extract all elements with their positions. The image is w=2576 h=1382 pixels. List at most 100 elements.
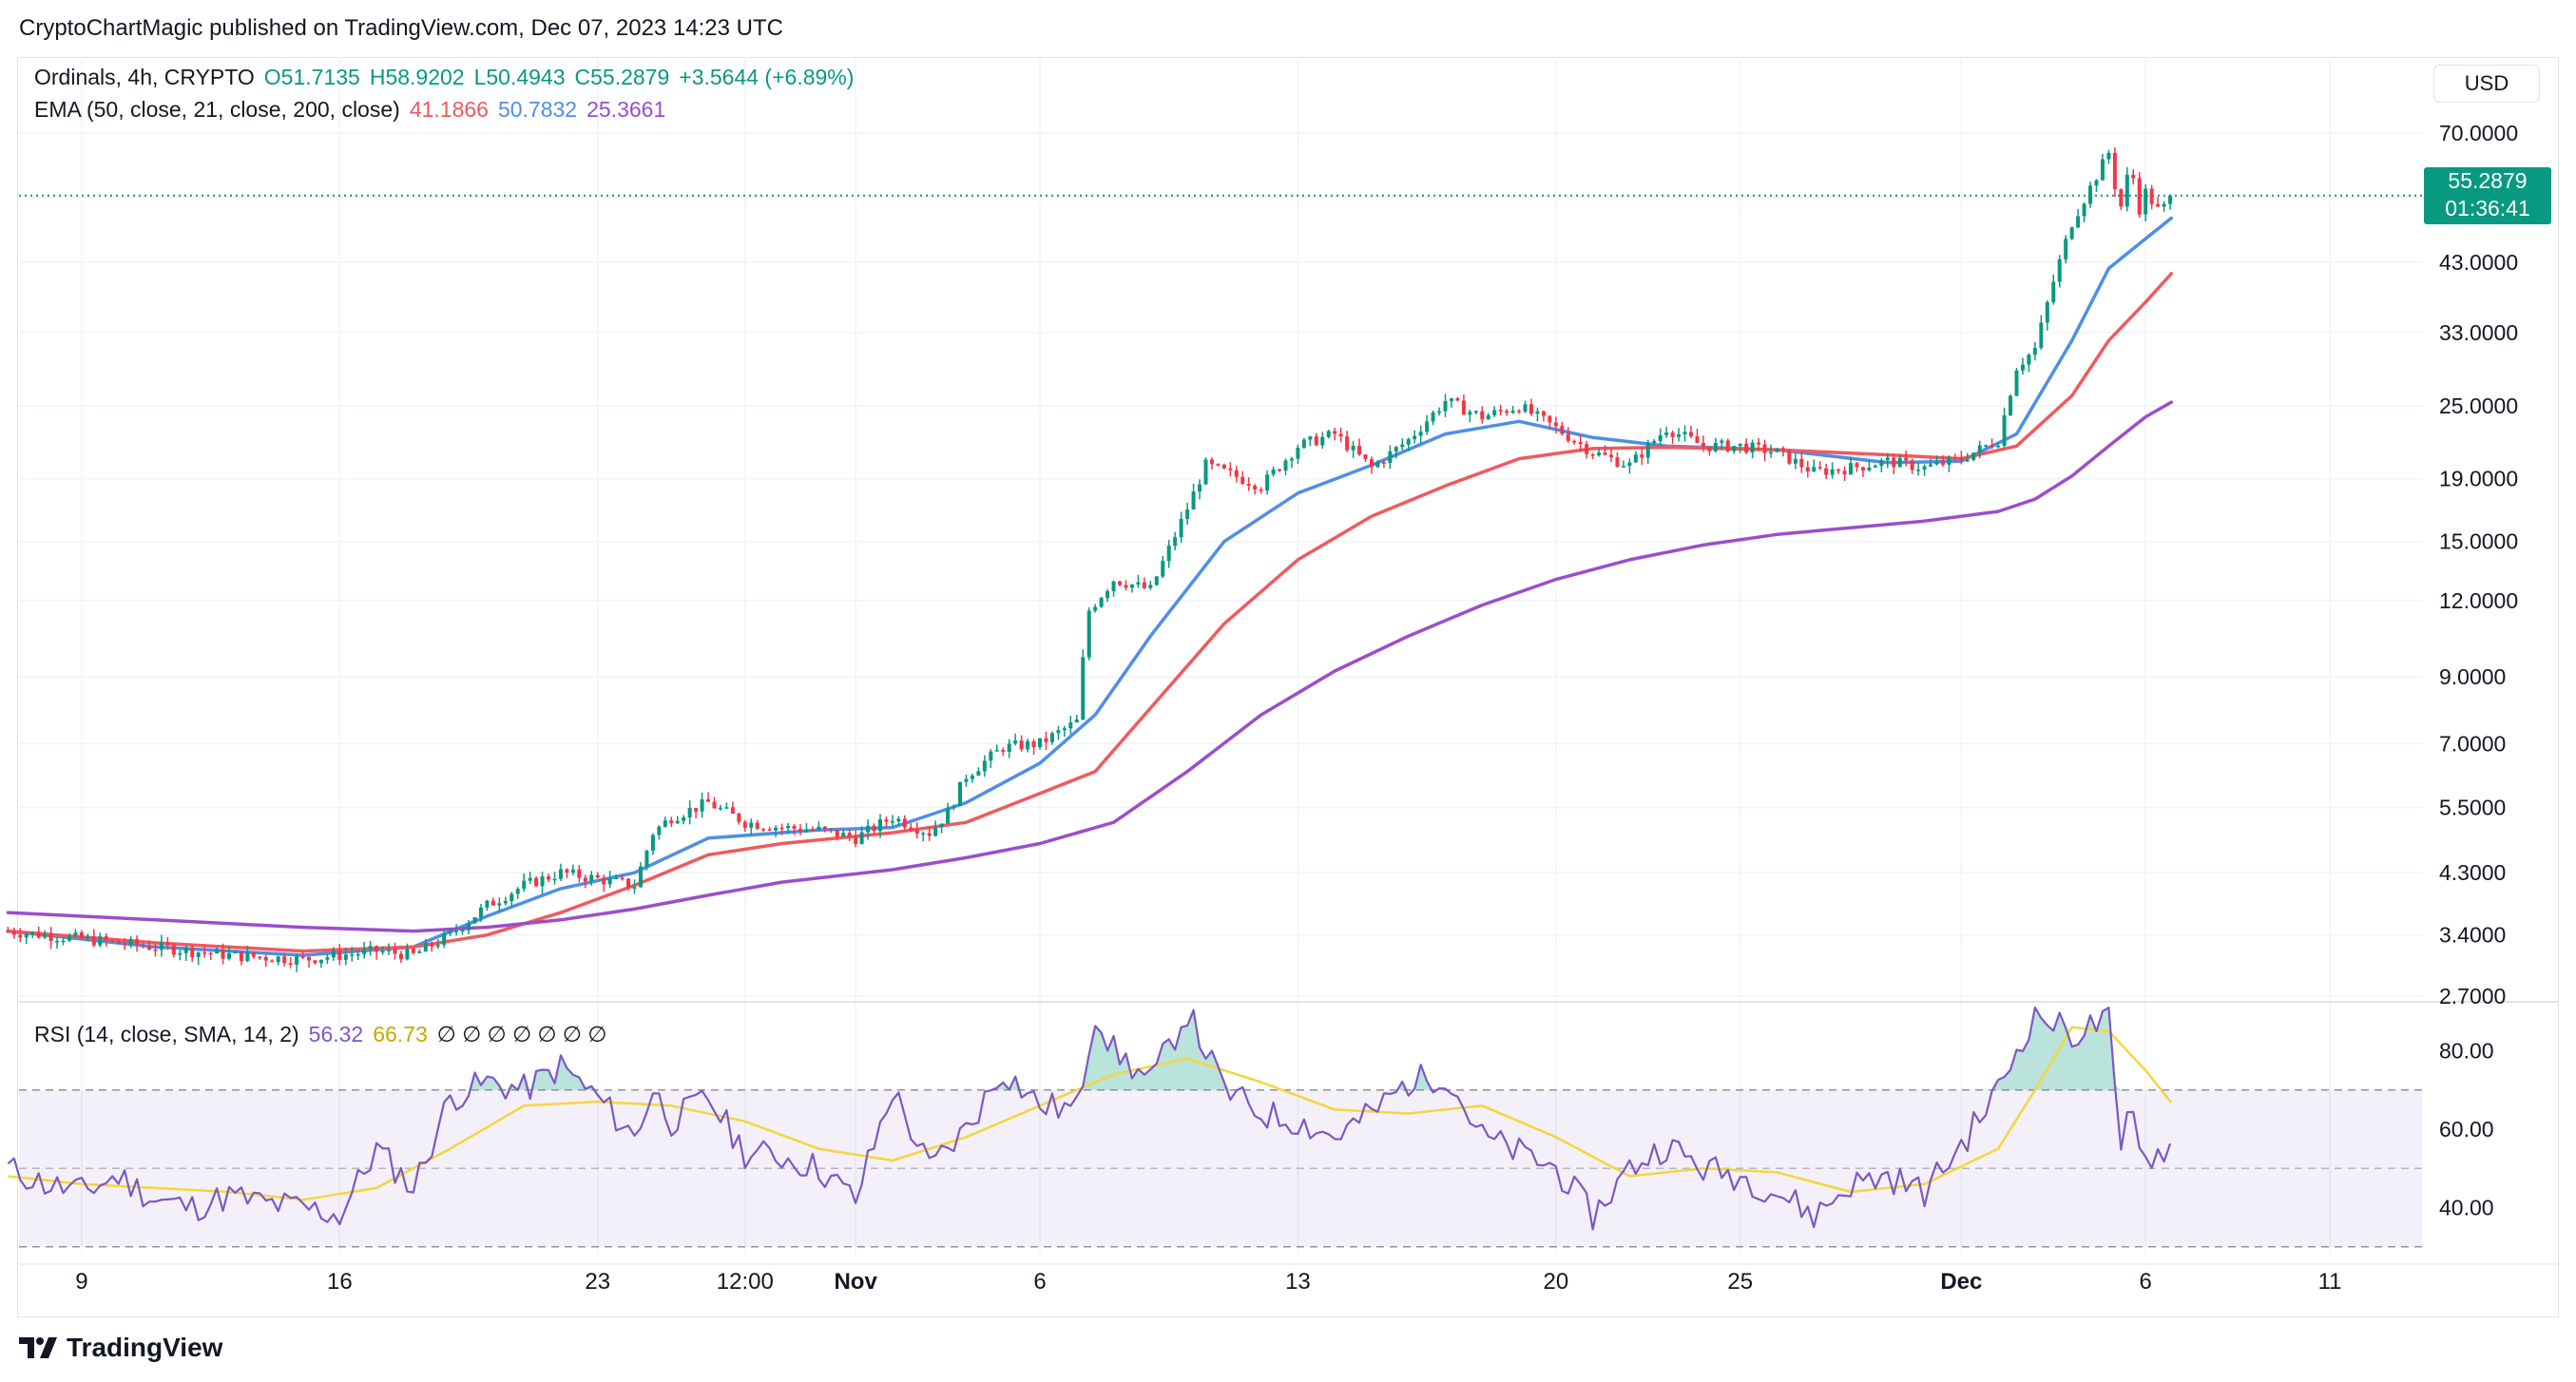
candle-body [196,952,201,957]
candle-body [288,963,293,965]
candle-body [589,874,594,882]
candle-body [1916,470,1921,471]
candle-body [1148,585,1153,588]
candle-body [718,807,722,810]
candle-body [1757,442,1761,445]
candle-body [435,945,440,947]
candle-body [2106,152,2111,160]
candle-body [362,949,367,954]
candle-body [952,805,956,809]
candle-body [749,822,754,828]
candle-body [1007,743,1011,752]
candle-body [1375,462,1380,468]
candle-body [817,826,821,830]
candle-body [208,952,213,955]
candle-body [632,887,637,889]
candle-body [1118,581,1123,585]
candle-body [1762,444,1767,453]
candle-body [767,829,772,831]
candle-body [1443,401,1448,412]
candle-body [1977,445,1982,453]
candle-body [1560,426,1565,434]
candle-body [18,934,23,938]
candle-body [847,833,852,837]
candle-body [1652,440,1657,443]
symbol-label[interactable]: Ordinals, 4h, CRYPTO [34,65,255,89]
candle-body [350,954,355,956]
candle-body [245,951,250,962]
candle-body [909,827,913,831]
time-tick-label: 9 [75,1269,87,1295]
candle-body [1173,537,1178,547]
candle-body [607,877,612,885]
candle-body [700,798,704,812]
candle-body [55,940,60,943]
candle-body [1381,462,1386,464]
ema50-value: 41.1866 [409,97,489,122]
candle-body [933,827,938,836]
candle-body [1849,463,1854,475]
candle-body [1001,750,1006,752]
candle-body [1216,464,1221,466]
candle-body [1198,484,1202,492]
candle-body [307,956,312,961]
candle-body [43,933,48,938]
currency-button[interactable]: USD [2433,65,2540,103]
candle-body [2064,239,2068,259]
candle-body [1799,458,1804,468]
candle-body [2039,322,2044,349]
candle-body [1461,400,1466,415]
candle-body [1713,442,1718,451]
candle-body [398,953,403,960]
ema-label[interactable]: EMA (50, close, 21, close, 200, close) [34,97,400,122]
candle-body [442,933,447,946]
candle-body [1296,448,1300,459]
candle-body [171,945,176,955]
candle-body [1326,431,1331,437]
candle-body [1505,411,1509,413]
candle-body [810,829,815,832]
rsi-line [7,1007,2172,1231]
candle-body [1750,442,1755,453]
candle-body [116,940,121,944]
candle-body [24,933,29,938]
candle-body [528,877,532,881]
candle-body [1965,459,1970,462]
candle-body [1049,733,1054,742]
candle-body [417,951,422,953]
candle-body [2100,159,2105,181]
candle-body [1394,447,1398,451]
candle-body [706,798,711,802]
rsi-label[interactable]: RSI (14, close, SMA, 14, 2) [34,1022,299,1046]
candle-body [98,936,103,946]
candle-body [1124,585,1128,588]
candle-body [405,949,410,960]
candle-body [1289,458,1294,461]
price-tick-label: 4.3000 [2439,860,2506,885]
ema200-value: 25.3661 [586,97,666,122]
price-tick-label: 2.7000 [2439,984,2506,1008]
candle-body [1855,463,1859,468]
candle-body [798,828,802,833]
candle-body [1590,453,1595,456]
candle-body [490,900,495,906]
candle-body [946,808,951,824]
candle-body [2027,355,2031,365]
candle-body [1897,457,1902,468]
candle-body [1695,436,1700,444]
candle-body [1805,467,1810,472]
candle-body [1013,740,1018,744]
candle-body [884,819,889,822]
candle-body [583,877,587,882]
candle-body [1209,459,1214,465]
candle-body [730,807,735,815]
tradingview-footer[interactable]: TradingView [19,1333,222,1363]
price-tick-label: 12.0000 [2439,588,2518,613]
candle-body [712,801,717,809]
candle-body [159,942,163,950]
candle-body [79,932,84,939]
candle-body [67,935,71,941]
candle-body [644,851,649,867]
candle-body [295,956,299,965]
